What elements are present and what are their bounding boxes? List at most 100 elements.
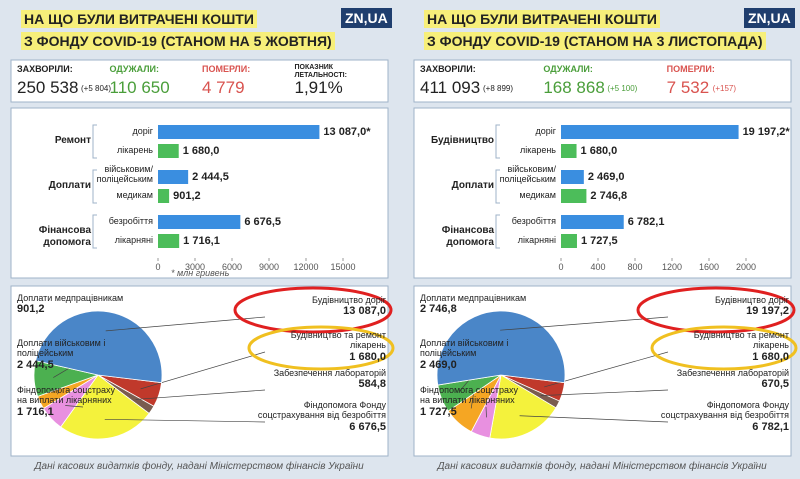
group-label: Фінансова допомога — [38, 225, 91, 248]
pie-slice — [489, 374, 557, 440]
pie-label: Доплати медпрацівникам 901,2 — [17, 293, 127, 316]
pie-label-name: Фіндопомога соцстраху на виплати лікарня… — [420, 385, 519, 406]
bar — [158, 189, 170, 203]
stat-delta: (+5 804) — [81, 84, 112, 93]
pie-label-value: 1 716,1 — [17, 405, 54, 418]
bar — [158, 170, 189, 184]
title-line: НА ЩО БУЛИ ВИТРАЧЕНІ КОШТИ — [21, 10, 257, 29]
pie-label-value: 901,2 — [17, 303, 45, 316]
leader-line — [105, 316, 266, 332]
pie-label: Доплати військовим і поліцейським 2 444,5 — [17, 338, 127, 371]
pie-label: Будівництво та ремонт лікарень 1 680,0 — [659, 330, 789, 363]
leader-line — [519, 415, 669, 423]
stat-delta: (+8 899) — [483, 84, 514, 93]
leader-line — [104, 418, 266, 423]
category-label: лікарень — [116, 145, 153, 155]
bar — [561, 170, 584, 184]
title-line: З ФОНДУ COVID-19 (СТАНОМ НА 5 ЖОВТНЯ) — [21, 32, 335, 51]
value-label: 19 197,2* — [742, 126, 790, 138]
pie-label-name: Будівництво та ремонт лікарень — [290, 330, 386, 351]
pie-label-name: Будівництво доріг — [715, 295, 789, 305]
stat-value: 4 779 — [202, 78, 245, 97]
pie-label-value: 2 746,8 — [420, 303, 457, 316]
pie-label-value: 6 676,5 — [349, 420, 386, 433]
pie-label-value: 2 444,5 — [17, 358, 54, 371]
group-bracket — [92, 169, 97, 204]
footnote: Дані касових видатків фонду, надані Міні… — [437, 461, 767, 472]
group-label: Доплати — [451, 180, 494, 191]
pie-label: Забезпечення лабораторій 670,5 — [659, 368, 789, 391]
value-label: 1 727,5 — [580, 235, 618, 247]
pie-label: Будівництво та ремонт лікарень 1 680,0 — [256, 330, 386, 363]
panel-graphics — [413, 59, 798, 457]
x-tick-label: 800 — [627, 262, 643, 272]
pie-label-value: 670,5 — [761, 378, 789, 391]
bar — [561, 125, 739, 139]
leader-line — [65, 405, 84, 408]
bar — [158, 125, 320, 139]
category-label: медикам — [116, 190, 153, 200]
footnote: Дані касових видатків фонду, надані Міні… — [34, 461, 364, 472]
highlight-red — [636, 286, 796, 334]
pie-label-value: 1 680,0 — [349, 350, 386, 363]
x-tick-label: 1600 — [699, 262, 720, 272]
stat-value: 1,91% — [294, 78, 343, 97]
value-label: 1 680,0 — [580, 145, 618, 157]
pie-label: Забезпечення лабораторій 584,8 — [256, 368, 386, 391]
x-tick-label: 6000 — [222, 262, 243, 272]
x-tick-label: 3000 — [185, 262, 206, 272]
bar — [158, 144, 179, 158]
group-bracket — [495, 214, 500, 249]
stat-label: ЗАХВОРІЛИ: — [17, 64, 73, 74]
pie-label: Доплати медпрацівникам 2 746,8 — [420, 293, 530, 316]
x-tick-label: 0 — [558, 262, 564, 272]
value-label: 2 746,8 — [590, 190, 628, 202]
group-label: Будівництво — [431, 135, 494, 146]
x-tick-label: 0 — [155, 262, 161, 272]
value-label: 6 782,1 — [627, 216, 665, 228]
category-label: військовим/ поліцейським — [499, 164, 556, 185]
stat-label: ПОМЕРЛИ: — [666, 64, 715, 74]
pie-label-name: Будівництво та ремонт лікарень — [693, 330, 789, 351]
stat-value: 250 538 — [17, 78, 79, 97]
category-label: безробіття — [511, 216, 556, 226]
leader-line — [500, 316, 669, 331]
x-tick-label: 12000 — [293, 262, 319, 272]
category-label: військовим/ поліцейським — [96, 164, 153, 185]
category-label: лікарняні — [517, 235, 556, 245]
x-tick-label: 1200 — [662, 262, 683, 272]
bar — [561, 144, 577, 158]
stat-value: 168 868 — [543, 78, 605, 97]
value-label: 13 087,0* — [323, 126, 371, 138]
pie-label-name: Доплати військовим і поліцейським — [17, 338, 106, 359]
logo: ZN,UA — [744, 8, 795, 29]
title-line: З ФОНДУ COVID-19 (СТАНОМ НА 3 ЛИСТОПАДА) — [424, 32, 766, 51]
stat-delta: (+5 100) — [607, 84, 638, 93]
pie-label-name: Фіндопомога соцстраху на виплати лікарня… — [17, 385, 116, 406]
pie-label-name: Забезпечення лабораторій — [676, 368, 789, 378]
stat-label: ПОКАЗНИК ЛЕТАЛЬНОСТІ: — [294, 64, 347, 80]
leader-line — [135, 389, 266, 400]
bar — [561, 215, 624, 229]
panel: НА ЩО БУЛИ ВИТРАЧЕНІ КОШТИ З ФОНДУ COVID-… — [3, 0, 396, 479]
category-label: медикам — [519, 190, 556, 200]
category-label: доріг — [535, 126, 556, 136]
pie-label-value: 1 727,5 — [420, 405, 457, 418]
pie-slice — [436, 310, 566, 386]
highlight-yellow — [247, 325, 395, 371]
unit-note: * млн гривень — [171, 268, 230, 278]
pie-label-value: 584,8 — [358, 378, 386, 391]
stat-label: ОДУЖАЛИ: — [109, 64, 160, 74]
category-label: безробіття — [108, 216, 153, 226]
pie-label-name: Фіндопомога Фонду соцстрахування від без… — [660, 400, 789, 421]
pie-label: Фіндопомога Фонду соцстрахування від без… — [256, 400, 386, 433]
bar — [158, 234, 180, 248]
category-label: лікарняні — [114, 235, 153, 245]
stat-value: 7 532 — [666, 78, 710, 97]
x-tick-label: 2000 — [736, 262, 757, 272]
stats-box — [413, 59, 792, 103]
x-tick-label: 400 — [590, 262, 606, 272]
category-label: доріг — [132, 126, 153, 136]
pie-label-value: 13 087,0 — [343, 305, 386, 318]
